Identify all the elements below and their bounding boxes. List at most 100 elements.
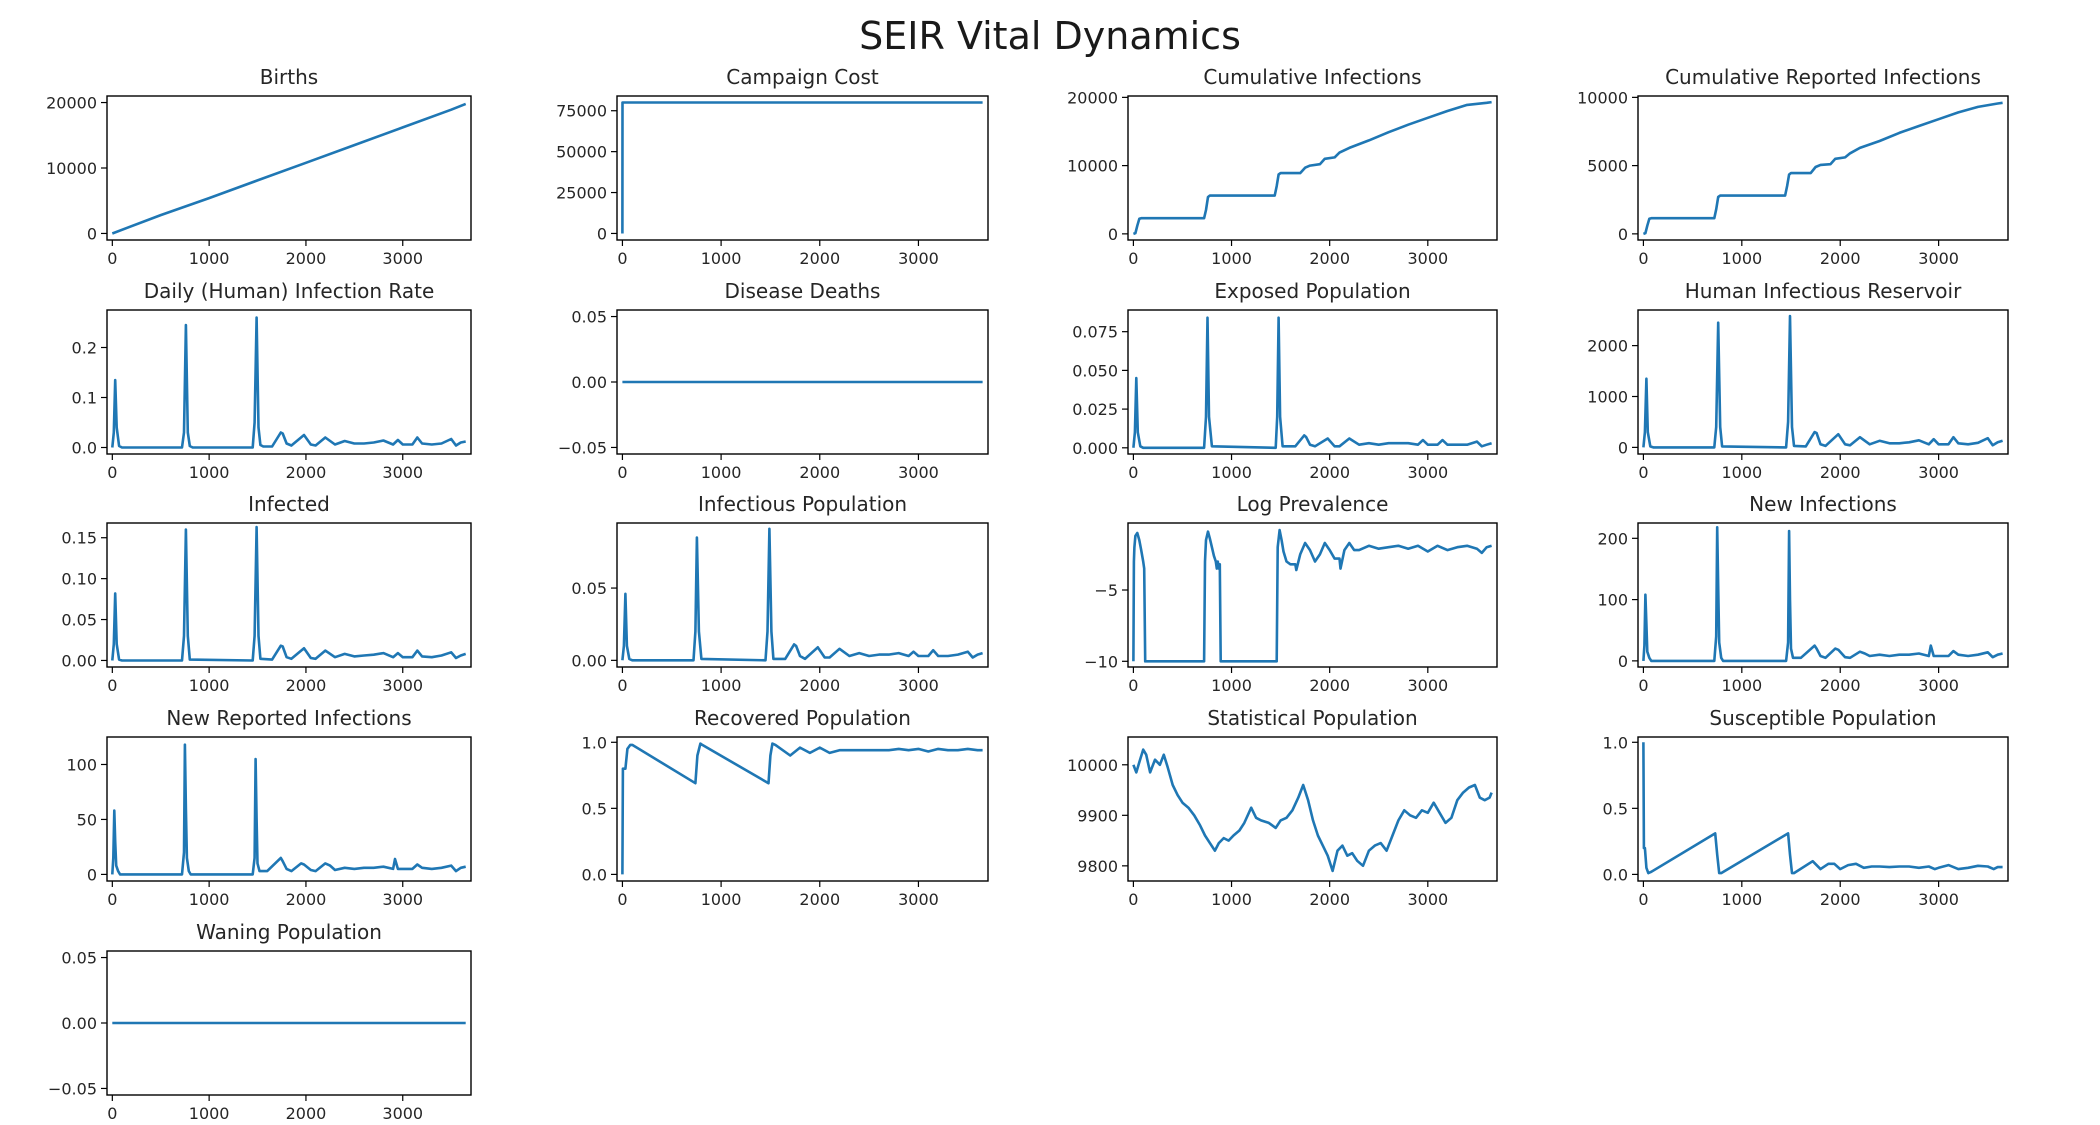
y-tick-label: 0.05 — [571, 579, 607, 598]
subplot-susceptible-population: Susceptible Population 0 1000 2000 3000 0.0 0.… — [1603, 706, 2009, 909]
x-tick-label: 2000 — [286, 890, 327, 909]
x-tick-label: 3000 — [1407, 890, 1448, 909]
x-tick-label: 1000 — [189, 890, 230, 909]
axes-frame — [106, 522, 472, 668]
y-tick-label: 0.075 — [1072, 323, 1118, 342]
axes-frame — [616, 736, 989, 882]
x-tick-label: 3000 — [1407, 463, 1448, 482]
x-tick-label: 2000 — [286, 463, 327, 482]
subplot-title: Infectious Population — [698, 492, 907, 516]
y-tick-label: 0.5 — [1603, 799, 1628, 818]
x-tick-label: 3000 — [382, 463, 423, 482]
y-tick-label: 50 — [77, 810, 97, 829]
y-tick-label: 0.00 — [571, 651, 607, 670]
x-tick-label: 3000 — [382, 249, 423, 268]
x-tick-label: 3000 — [898, 890, 939, 909]
subplot-title: Infected — [248, 492, 330, 516]
y-tick-label: −10 — [1084, 652, 1118, 671]
y-tick-label: 10000 — [46, 159, 97, 178]
x-tick-label: 2000 — [1820, 463, 1861, 482]
x-tick-label: 3000 — [1407, 249, 1448, 268]
x-tick-label: 1000 — [1721, 890, 1762, 909]
y-tick-label: 10000 — [1577, 88, 1628, 107]
subplot-title: Daily (Human) Infection Rate — [144, 279, 435, 303]
x-tick-label: 3000 — [1918, 890, 1959, 909]
y-tick-label: 9900 — [1077, 806, 1118, 825]
subplot-title: Exposed Population — [1214, 279, 1410, 303]
subplot-daily-human-infection-rate: Daily (Human) Infection Rate 0 1000 2000 300… — [72, 279, 472, 482]
y-tick-label: 0.000 — [1072, 439, 1118, 458]
y-tick-label: 5000 — [1587, 157, 1628, 176]
x-tick-label: 1000 — [701, 890, 742, 909]
y-tick-label: 0.025 — [1072, 400, 1118, 419]
series-line — [621, 527, 983, 662]
subplot-title: Campaign Cost — [726, 65, 879, 89]
subplot-title: Log Prevalence — [1237, 492, 1389, 516]
series-line — [1642, 101, 2003, 236]
x-tick-label: 0 — [617, 249, 627, 268]
y-tick-label: 0 — [87, 865, 97, 884]
x-tick-label: 2000 — [286, 1104, 327, 1123]
x-tick-label: 2000 — [1309, 249, 1350, 268]
x-tick-label: 3000 — [1918, 249, 1959, 268]
axes-frame — [1637, 736, 2009, 882]
y-tick-label: 10000 — [1067, 756, 1118, 775]
y-tick-label: 10000 — [1067, 157, 1118, 176]
subplot-new-infections: New Infections 0 1000 2000 3000 0 100 200 — [1597, 492, 2009, 695]
x-tick-label: 2000 — [799, 463, 840, 482]
x-tick-label: 1000 — [1211, 890, 1252, 909]
series-line — [1132, 316, 1492, 450]
subplot-title: Waning Population — [196, 920, 382, 944]
x-tick-label: 0 — [107, 463, 117, 482]
series-line — [111, 102, 467, 235]
x-tick-label: 3000 — [382, 676, 423, 695]
x-tick-label: 2000 — [1309, 676, 1350, 695]
subplot-title: Disease Deaths — [725, 279, 881, 303]
y-tick-label: 1000 — [1587, 388, 1628, 407]
x-tick-label: 0 — [1128, 249, 1138, 268]
subplot-title: Cumulative Infections — [1203, 65, 1421, 89]
x-tick-label: 0 — [107, 676, 117, 695]
subplot-infectious-population: Infectious Population 0 1000 2000 3000 0.00 0.… — [571, 492, 989, 695]
y-tick-label: 0 — [1618, 438, 1628, 457]
subplot-title: New Infections — [1749, 492, 1897, 516]
y-tick-label: 2000 — [1587, 337, 1628, 356]
y-tick-label: 100 — [1597, 591, 1628, 610]
y-tick-label: 0 — [1618, 652, 1628, 671]
x-tick-label: 0 — [1128, 890, 1138, 909]
y-tick-label: 20000 — [1067, 88, 1118, 107]
subplot-exposed-population: Exposed Population 0 1000 2000 3000 0.000 0.02… — [1072, 279, 1498, 482]
x-tick-label: 0 — [107, 249, 117, 268]
subplot-new-reported-infections: New Reported Infections 0 1000 2000 3000 0 50 1… — [66, 706, 472, 909]
y-tick-label: 0.1 — [72, 389, 97, 408]
subplot-title: Human Infectious Reservoir — [1685, 279, 1962, 303]
subplot-infected: Infected 0 1000 2000 3000 0.00 0.05 0.10 0.15 — [61, 492, 472, 695]
y-tick-label: −0.05 — [558, 438, 607, 457]
x-tick-label: 2000 — [1820, 676, 1861, 695]
subplot-log-prevalence: Log Prevalence 0 1000 2000 3000 −10 −5 — [1084, 492, 1498, 695]
axes-frame — [1127, 309, 1498, 455]
x-tick-label: 2000 — [799, 249, 840, 268]
y-tick-label: 1.0 — [1603, 733, 1628, 752]
y-tick-label: 0 — [1108, 225, 1118, 244]
x-tick-label: 1000 — [701, 676, 742, 695]
x-tick-label: 3000 — [898, 463, 939, 482]
x-tick-label: 2000 — [799, 890, 840, 909]
x-tick-label: 0 — [617, 676, 627, 695]
x-tick-label: 1000 — [1721, 463, 1762, 482]
y-tick-label: 0.00 — [61, 1014, 97, 1033]
x-tick-label: 2000 — [1820, 890, 1861, 909]
y-tick-label: 25000 — [556, 184, 607, 203]
x-tick-label: 0 — [1128, 676, 1138, 695]
subplot-title: Susceptible Population — [1709, 706, 1936, 730]
axes-frame — [1637, 309, 2009, 455]
series-line — [111, 525, 467, 662]
x-tick-label: 1000 — [1721, 676, 1762, 695]
x-tick-label: 3000 — [1918, 676, 1959, 695]
subplot-title: Cumulative Reported Infections — [1665, 65, 1981, 89]
series-line — [621, 101, 983, 234]
y-tick-label: 0.05 — [61, 611, 97, 630]
y-tick-label: 20000 — [46, 94, 97, 113]
x-tick-label: 1000 — [1211, 249, 1252, 268]
series-line — [1132, 748, 1493, 873]
